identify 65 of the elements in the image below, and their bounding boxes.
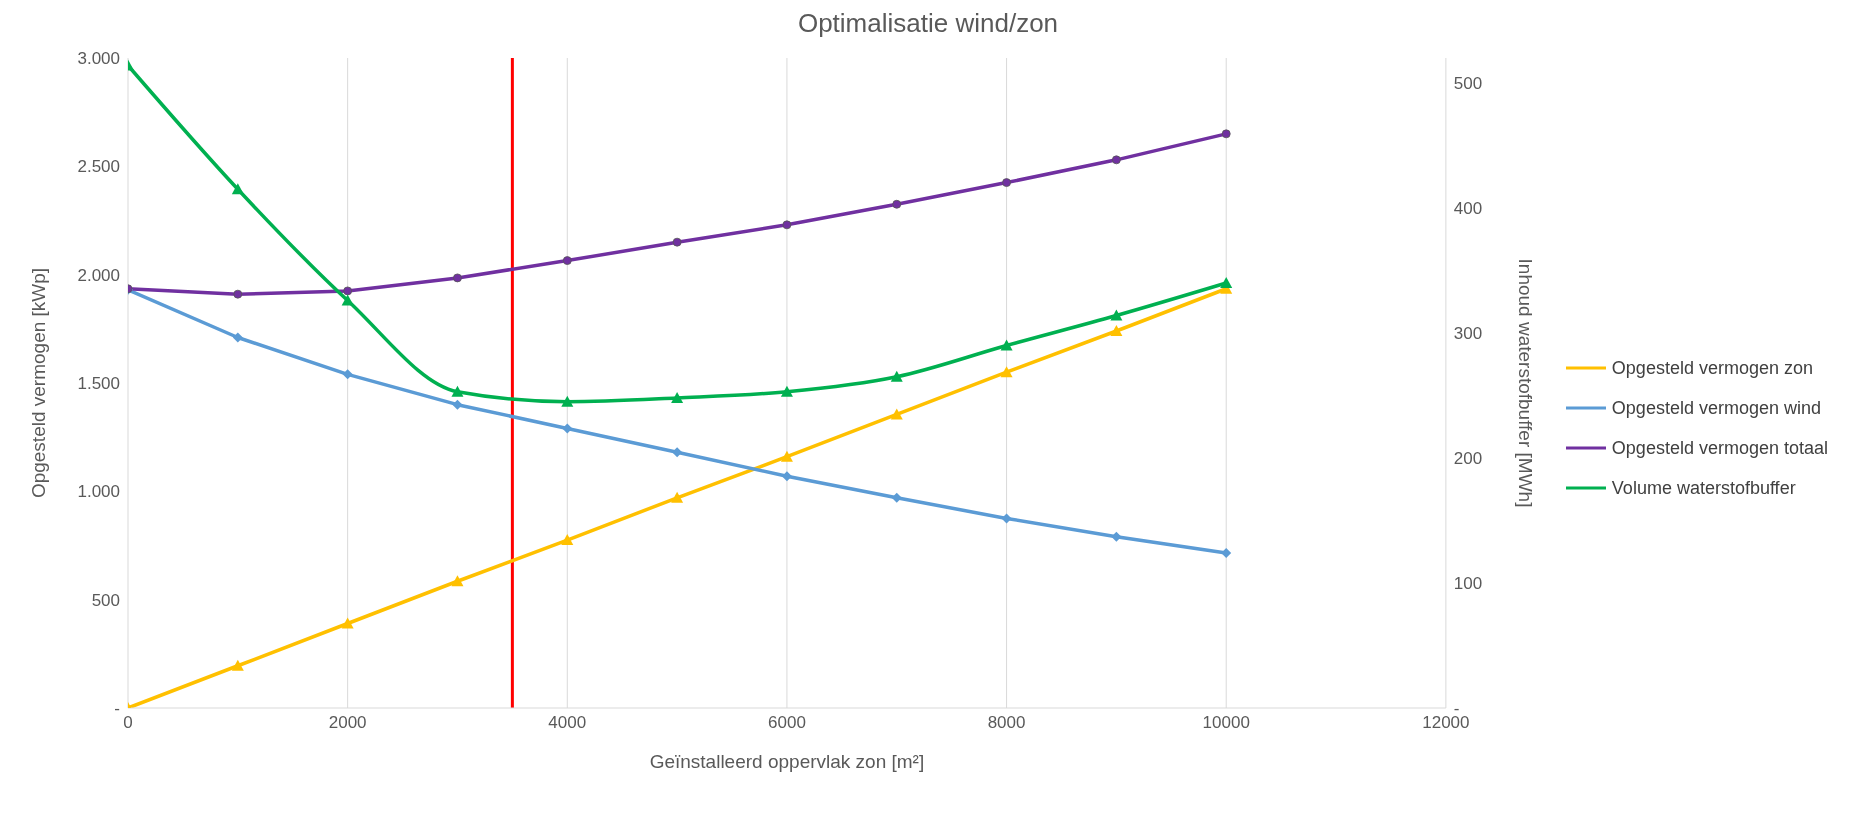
point — [342, 369, 353, 380]
y-tick-label: 1.500 — [77, 374, 120, 394]
point — [890, 370, 903, 382]
point — [1000, 339, 1013, 351]
y-axis-title: Opgesteld vermogen [kWp] — [27, 267, 49, 499]
y2-tick-label: 500 — [1453, 74, 1483, 94]
point — [782, 220, 792, 230]
x-tick-label: 8000 — [987, 713, 1026, 733]
point — [1002, 178, 1011, 187]
point — [890, 408, 903, 420]
chart-title: Optimalisatie wind/zon — [796, 8, 1060, 40]
point — [1220, 277, 1233, 288]
point — [892, 199, 902, 209]
point — [341, 617, 354, 629]
point — [561, 534, 574, 546]
point — [1111, 531, 1122, 542]
y2-tick-label: 400 — [1453, 199, 1483, 219]
point — [1221, 548, 1232, 559]
point — [562, 256, 572, 265]
y2-axis-title: Inhoud waterstofbuffer [MWh] — [1515, 258, 1537, 508]
legend-label: Opgesteld vermogen wind — [1611, 397, 1821, 419]
point — [671, 491, 684, 503]
point — [452, 399, 463, 410]
x-tick-label: 0 — [123, 713, 133, 733]
point — [1000, 366, 1013, 378]
point — [1001, 513, 1012, 524]
y2-tick-label: 200 — [1453, 449, 1483, 469]
x-axis-title: Geïnstalleerd oppervlak zon [m²] — [649, 751, 925, 772]
y2-tick-label: 100 — [1453, 574, 1483, 594]
point — [1110, 309, 1123, 321]
point — [341, 294, 354, 306]
legend-label: Opgesteld vermogen totaal — [1611, 437, 1828, 459]
point — [343, 286, 353, 296]
y-tick-label: - — [114, 699, 120, 719]
y-tick-label: 500 — [91, 590, 120, 610]
y-tick-label: 2.000 — [77, 265, 120, 285]
legend-label: Opgesteld vermogen zon — [1611, 357, 1813, 379]
point — [562, 423, 573, 434]
y-tick-label: 2.500 — [77, 157, 120, 177]
y-tick-label: 3.000 — [77, 49, 120, 69]
point — [233, 289, 243, 299]
x-tick-label: 10000 — [1202, 713, 1250, 733]
point — [451, 575, 464, 587]
x-tick-label: 4000 — [548, 713, 587, 733]
point — [891, 492, 902, 503]
point — [780, 385, 793, 397]
point — [451, 385, 464, 397]
point — [231, 659, 244, 671]
point — [1111, 155, 1121, 165]
point — [780, 450, 793, 462]
legend-label: Volume waterstofbuffer — [1611, 477, 1796, 499]
x-tick-label: 2000 — [328, 713, 367, 733]
point — [561, 395, 574, 407]
point — [1110, 325, 1123, 336]
point — [1221, 129, 1231, 139]
point — [672, 447, 683, 458]
point — [231, 183, 244, 195]
point — [232, 332, 243, 343]
point — [453, 273, 462, 283]
x-tick-label: 6000 — [768, 713, 806, 733]
y-tick-label: 1.000 — [77, 482, 120, 502]
point — [781, 471, 792, 482]
y2-tick-label: 300 — [1453, 324, 1483, 344]
point — [672, 237, 682, 247]
point — [671, 392, 684, 403]
